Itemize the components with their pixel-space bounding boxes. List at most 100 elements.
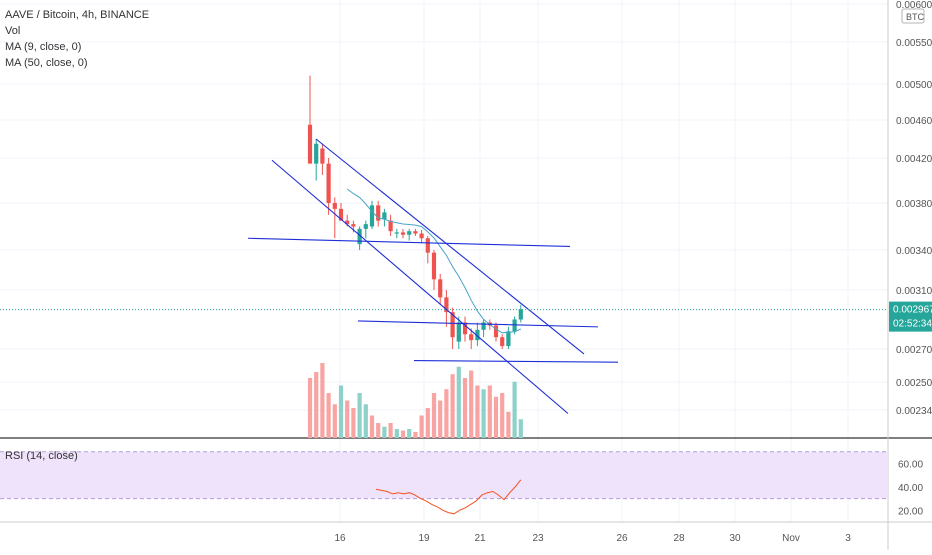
candle-body — [506, 331, 511, 347]
volume-bar — [332, 404, 337, 438]
candle-body — [326, 163, 331, 203]
rsi-tick-label: 20.00 — [898, 506, 923, 517]
volume-bar — [456, 366, 461, 438]
trendlines — [0, 138, 888, 414]
time-tick-label: 23 — [532, 533, 544, 544]
rsi-polyline — [375, 479, 522, 515]
indicator-ma9[interactable]: MA (9, close, 0) — [5, 41, 82, 53]
volume-bar — [307, 378, 313, 438]
candle-body — [413, 231, 418, 234]
volume-bar — [351, 408, 356, 438]
candles — [307, 75, 523, 349]
candle-body — [338, 208, 344, 221]
time-tick-label: 30 — [729, 533, 741, 544]
trendline — [271, 159, 569, 414]
trendline — [247, 237, 571, 248]
volume-bar — [320, 363, 325, 438]
volume-bar — [369, 415, 375, 438]
time-tick-label: 21 — [474, 533, 486, 544]
price-tick-label: 0.006000 — [896, 0, 932, 11]
rsi-title[interactable]: RSI (14, close) — [5, 450, 78, 462]
moving-average — [346, 188, 522, 334]
volume-bar — [407, 429, 412, 438]
candle-body — [400, 232, 406, 235]
volume-bar — [413, 432, 418, 438]
volume-bar — [394, 429, 399, 438]
time-tick-label: 16 — [334, 533, 346, 544]
trendline — [315, 138, 585, 355]
price-badge-value: 0.002967 — [893, 305, 932, 316]
candle-body — [518, 309, 523, 320]
volume-bar — [345, 400, 350, 438]
volume-bar — [419, 415, 424, 438]
volume-bar — [357, 393, 362, 438]
volume-bar — [326, 393, 331, 438]
indicator-ma50[interactable]: MA (50, close, 0) — [5, 57, 88, 69]
chart-legend: AAVE / Bitcoin, 4h, BINANCE Vol MA (9, c… — [5, 7, 149, 71]
candle-body — [444, 297, 449, 313]
candle-body — [394, 232, 399, 234]
rsi-band — [0, 451, 888, 500]
volume-bar — [512, 381, 517, 438]
volume-bar — [363, 404, 368, 438]
candle-body — [419, 233, 424, 239]
volume-bar — [493, 396, 499, 438]
candle-body — [450, 312, 455, 338]
time-tick-label: 26 — [616, 533, 628, 544]
price-badge-countdown: 02:52:34 — [893, 319, 932, 330]
candle-body — [407, 231, 412, 235]
candle-body — [512, 319, 517, 332]
candle-body — [469, 334, 474, 341]
candle-body — [462, 322, 468, 335]
unit-box — [901, 8, 925, 24]
candle-body — [345, 220, 350, 225]
volume-bar — [388, 423, 393, 438]
candle-body — [493, 325, 499, 338]
candle-body — [332, 203, 337, 209]
volume-bar — [431, 393, 437, 438]
time-tick-label: 19 — [418, 533, 430, 544]
candle-body — [376, 205, 381, 221]
candle-body — [481, 322, 486, 330]
candle-body — [351, 224, 356, 227]
candle-body — [456, 322, 461, 342]
symbol-title[interactable]: AAVE / Bitcoin, 4h, BINANCE — [5, 9, 150, 21]
unit-label: BTC — [906, 12, 925, 22]
candle-body — [438, 279, 443, 298]
candle-body — [475, 329, 480, 341]
rsi-band-fill — [0, 451, 888, 499]
volume-bar — [425, 408, 430, 438]
volume-bar — [450, 374, 455, 438]
candle-body — [388, 220, 393, 232]
volume-bar — [481, 389, 486, 438]
volume-bar — [314, 372, 319, 438]
candle-body — [431, 252, 437, 280]
candle-body — [382, 212, 387, 220]
volume-bar — [487, 385, 492, 438]
trendline — [413, 360, 619, 363]
time-axis[interactable]: 16 19 21 23 26 28 30 Nov 3 — [334, 533, 851, 544]
volume-bar — [438, 400, 443, 438]
candle-body — [369, 205, 375, 227]
volume-bar — [500, 393, 505, 438]
volume-bar — [400, 430, 406, 438]
time-tick-label: 3 — [845, 533, 851, 544]
time-tick-label: 28 — [673, 533, 685, 544]
indicator-vol[interactable]: Vol — [5, 25, 21, 37]
volume-bar — [475, 385, 480, 438]
candle-body — [500, 337, 505, 347]
volume-bar — [518, 419, 523, 438]
candle-body — [320, 148, 325, 164]
volume-bar — [506, 411, 511, 438]
